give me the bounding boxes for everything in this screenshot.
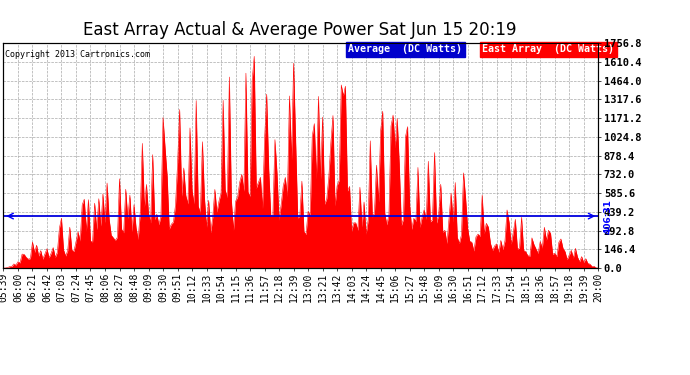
Text: 406:31: 406:31: [604, 199, 613, 234]
Text: Copyright 2013 Cartronics.com: Copyright 2013 Cartronics.com: [5, 50, 150, 59]
Text: Average  (DC Watts): Average (DC Watts): [348, 44, 462, 54]
Text: East Array Actual & Average Power Sat Jun 15 20:19: East Array Actual & Average Power Sat Ju…: [83, 21, 517, 39]
Text: East Array  (DC Watts): East Array (DC Watts): [482, 44, 614, 54]
